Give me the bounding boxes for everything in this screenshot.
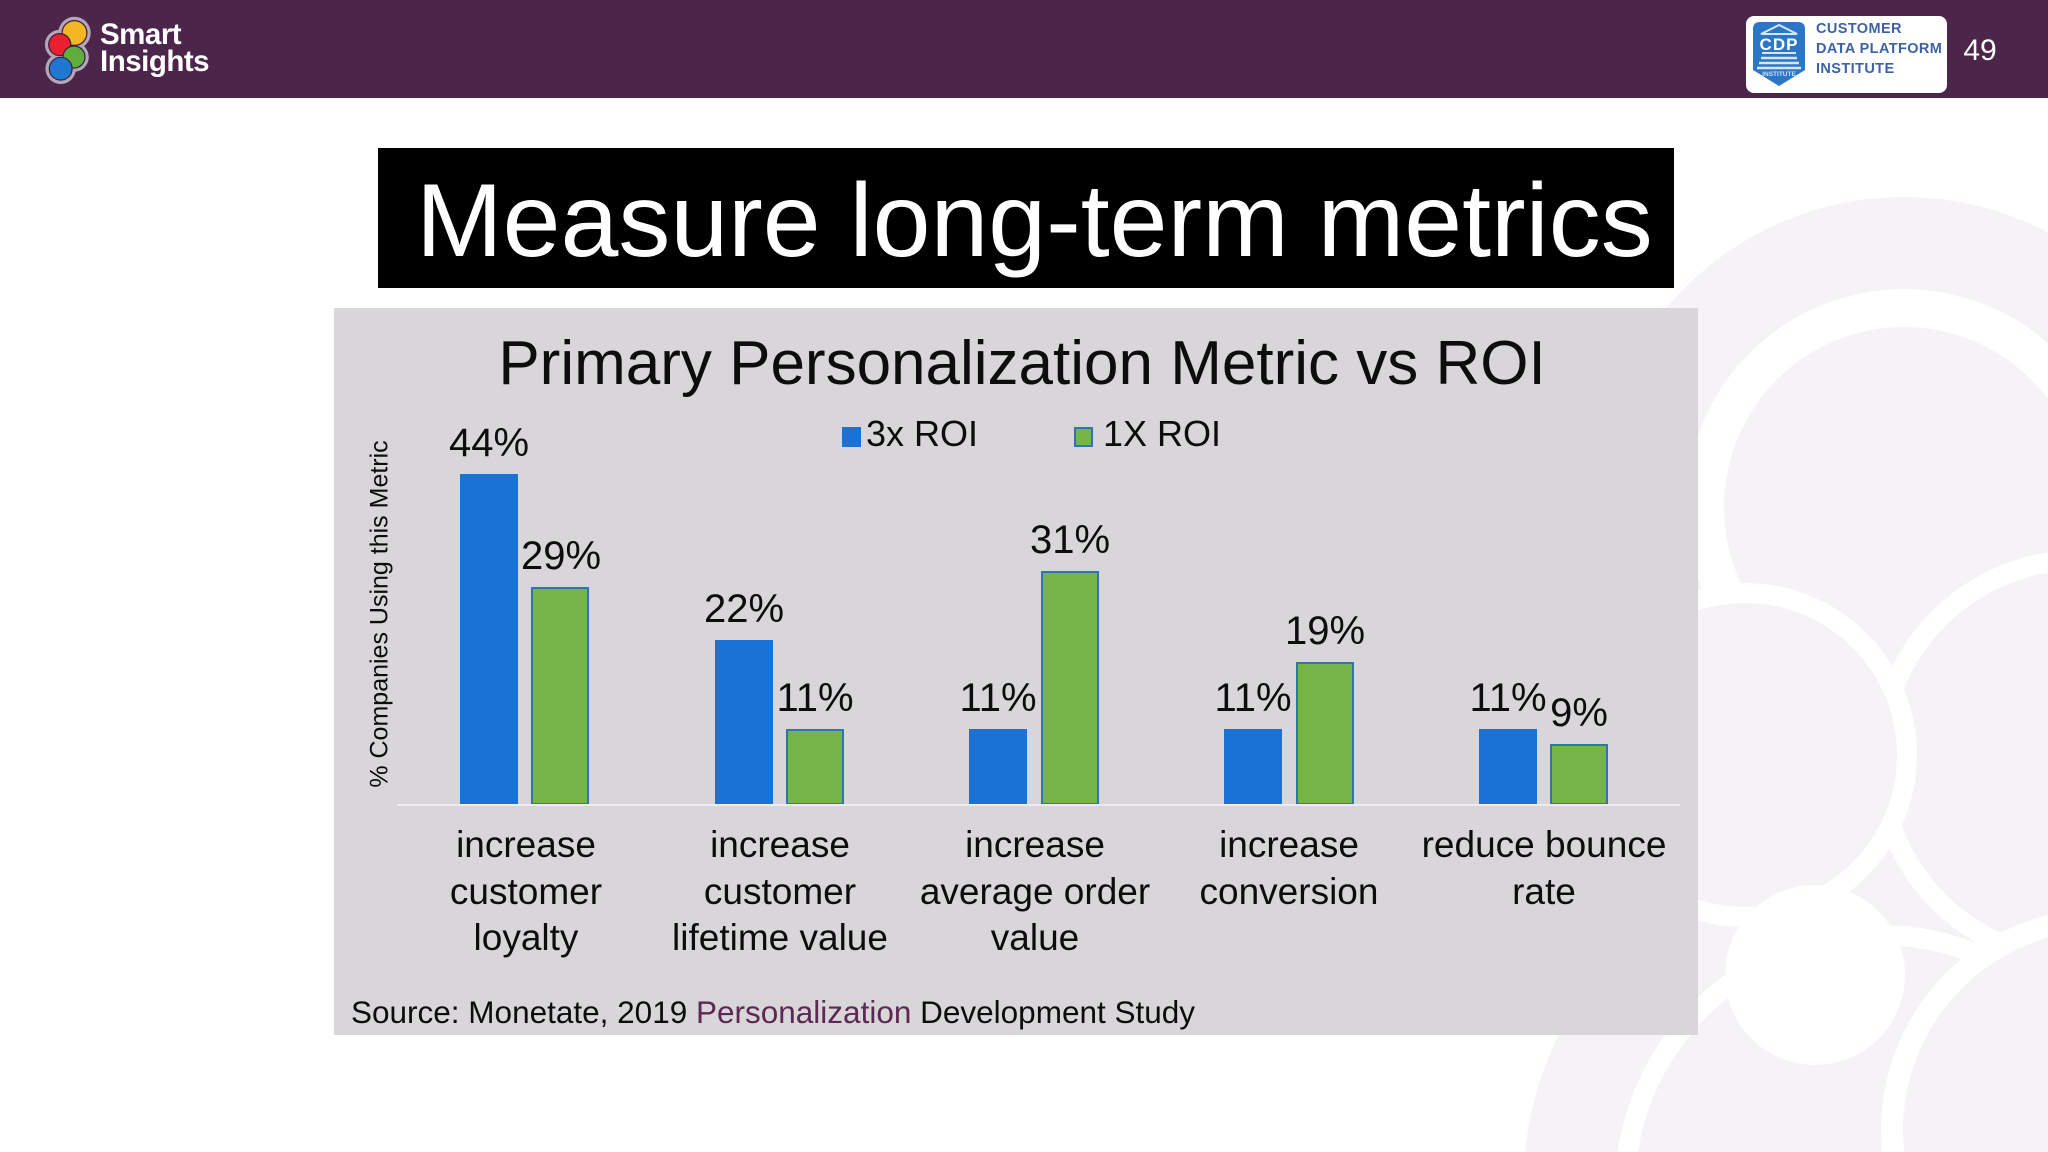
svg-text:CDP: CDP — [1760, 35, 1799, 54]
svg-text:INSTITUTE: INSTITUTE — [1762, 71, 1796, 78]
